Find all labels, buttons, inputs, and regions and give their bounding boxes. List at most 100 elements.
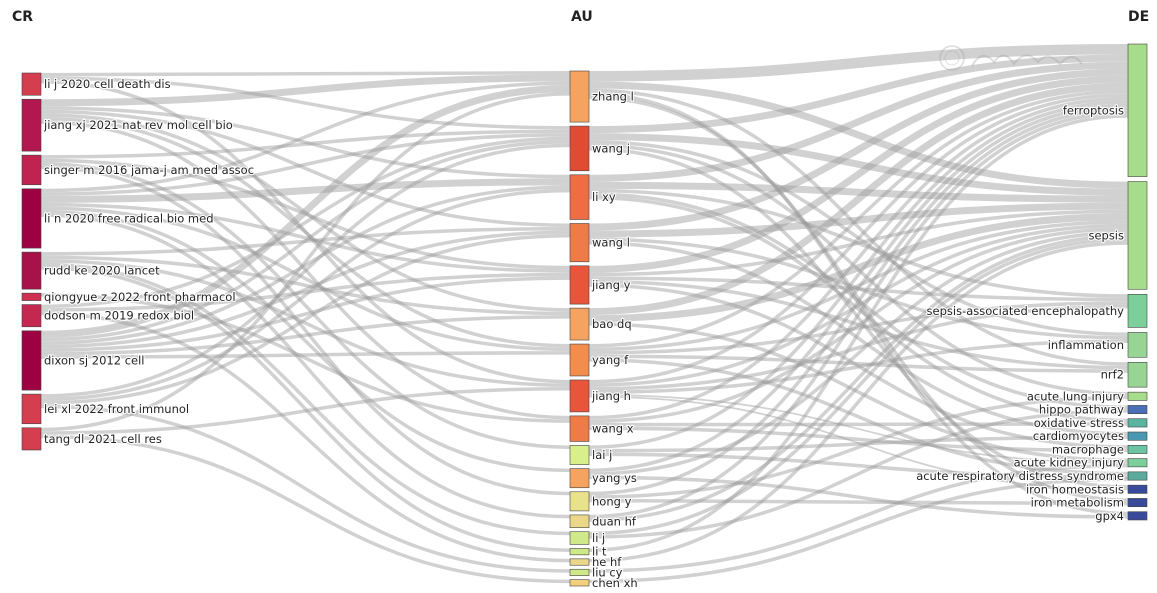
link-li-j-to-sepsis [588, 237, 1129, 536]
nodes-layer [21, 43, 1148, 587]
node-au-yang-f[interactable] [569, 343, 590, 377]
node-cr-li-n-2020-free-radical-bio-med[interactable] [21, 188, 42, 249]
flow-links-layer [40, 43, 1129, 584]
node-label-au-yang-ys: yang ys [592, 471, 637, 485]
node-au-hong-y[interactable] [569, 491, 590, 512]
node-label-cr-li-n-2020-free-radical-bio-med: li n 2020 free radical bio med [44, 211, 214, 225]
node-de-gpx4[interactable] [1127, 511, 1148, 521]
node-cr-dodson-m-2019-redox-biol[interactable] [21, 304, 42, 328]
link-li-n-2020-free-radical-bio-med-to-duan-hf [40, 213, 571, 519]
node-label-de-cardiomyocytes: cardiomyocytes [1033, 429, 1124, 443]
link-li-xy-to-hippo-pathway [588, 192, 1129, 409]
link-dodson-m-2019-redox-biol-to-jiang-y [40, 272, 571, 312]
node-label-au-he-hf: he hf [592, 555, 622, 569]
node-cr-jiang-xj-2021-nat-rev-mol-cell-bio[interactable] [21, 98, 42, 152]
link-bao-dq-to-ferroptosis [588, 82, 1129, 316]
node-de-sepsis-associated-encephalopathy[interactable] [1127, 293, 1148, 328]
node-label-de-macrophage: macrophage [1052, 442, 1124, 456]
link-wang-j-to-acute-lung-injury [588, 143, 1129, 396]
node-au-wang-l[interactable] [569, 223, 590, 263]
node-label-de-iron-metabolism: iron metabolism [1031, 496, 1124, 510]
node-au-li-j[interactable] [569, 531, 590, 545]
node-label-cr-dodson-m-2019-redox-biol: dodson m 2019 redox biol [44, 309, 194, 323]
node-label-au-chen-xh: chen xh [592, 576, 638, 590]
node-au-duan-hf[interactable] [569, 514, 590, 528]
link-dixon-sj-2012-cell-to-wang-j [40, 140, 571, 342]
node-au-yang-ys[interactable] [569, 468, 590, 489]
node-au-he-hf[interactable] [569, 558, 590, 566]
node-label-cr-qiongyue-z-2022-front-pharmacol: qiongyue z 2022 front pharmacol [44, 290, 236, 304]
node-label-au-wang-j: wang j [592, 141, 630, 155]
link-dixon-sj-2012-cell-to-zhang-l [40, 85, 571, 338]
link-lei-xl-2022-front-immunol-to-liu-cy [40, 404, 571, 573]
node-label-au-liu-cy: liu cy [592, 565, 623, 579]
link-dixon-sj-2012-cell-to-yang-f [40, 351, 571, 359]
link-dodson-m-2019-redox-biol-to-he-hf [40, 311, 571, 563]
link-rudd-ke-2020-lancet-to-wang-l [40, 226, 571, 256]
link-jiang-xj-2021-nat-rev-mol-cell-bio-to-li-xy [40, 106, 571, 179]
node-de-inflammation[interactable] [1127, 332, 1148, 358]
node-au-jiang-y[interactable] [569, 265, 590, 305]
link-wang-l-to-cardiomyocytes [588, 241, 1129, 436]
node-au-chen-xh[interactable] [569, 579, 590, 587]
node-cr-qiongyue-z-2022-front-pharmacol[interactable] [21, 292, 42, 301]
node-de-acute-kidney-injury[interactable] [1127, 458, 1148, 468]
node-de-cardiomyocytes[interactable] [1127, 431, 1148, 441]
link-dixon-sj-2012-cell-to-li-xy [40, 185, 571, 345]
link-jiang-y-to-sepsis-associated-encephalopathy [588, 276, 1129, 302]
link-lai-j-to-cardiomyocytes [588, 435, 1129, 453]
node-de-hippo-pathway[interactable] [1127, 405, 1148, 415]
node-au-li-xy[interactable] [569, 174, 590, 220]
node-de-oxidative-stress[interactable] [1127, 418, 1148, 428]
node-label-au-li-j: li j [592, 531, 605, 545]
node-label-de-sepsis: sepsis [1088, 228, 1124, 242]
node-label-de-oxidative-stress: oxidative stress [1034, 416, 1124, 430]
link-jiang-xj-2021-nat-rev-mol-cell-bio-to-wang-x [40, 120, 571, 420]
node-label-de-iron-homeostasis: iron homeostasis [1026, 482, 1124, 496]
node-de-iron-homeostasis[interactable] [1127, 484, 1148, 494]
link-lai-j-to-acute-respiratory-distress-syndrome [588, 452, 1129, 479]
node-cr-tang-dl-2021-cell-res[interactable] [21, 427, 42, 451]
node-cr-singer-m-2016-jama-j-am-med-assoc[interactable] [21, 154, 42, 186]
node-label-cr-li-j-2020-cell-death-dis: li j 2020 cell death dis [44, 77, 171, 91]
link-wang-x-to-sepsis [588, 227, 1129, 423]
node-label-de-acute-kidney-injury: acute kidney injury [1014, 456, 1125, 470]
node-de-nrf2[interactable] [1127, 361, 1148, 388]
node-au-zhang-l[interactable] [569, 70, 590, 123]
node-au-wang-j[interactable] [569, 125, 590, 172]
node-label-au-jiang-h: jiang h [591, 389, 631, 403]
node-au-wang-x[interactable] [569, 415, 590, 442]
node-de-macrophage[interactable] [1127, 444, 1148, 454]
node-cr-lei-xl-2022-front-immunol[interactable] [21, 393, 42, 425]
link-jiang-h-to-sepsis [588, 223, 1129, 387]
node-de-ferroptosis[interactable] [1127, 43, 1148, 177]
link-li-j-2020-cell-death-dis-to-jiang-h [40, 80, 571, 384]
link-jiang-h-to-inflammation [588, 339, 1129, 395]
node-cr-rudd-ke-2020-lancet[interactable] [21, 251, 42, 290]
node-au-jiang-h[interactable] [569, 379, 590, 413]
node-au-liu-cy[interactable] [569, 568, 590, 576]
link-duan-hf-to-ferroptosis [588, 110, 1129, 519]
node-label-de-hippo-pathway: hippo pathway [1039, 403, 1124, 417]
link-tang-dl-2021-cell-res-to-zhang-l [40, 92, 571, 432]
node-de-acute-lung-injury[interactable] [1127, 391, 1148, 401]
node-de-sepsis[interactable] [1127, 181, 1148, 290]
link-rudd-ke-2020-lancet-to-jiang-h [40, 259, 571, 387]
link-singer-m-2016-jama-j-am-med-assoc-to-lai-j [40, 162, 571, 449]
node-au-li-t[interactable] [569, 548, 590, 556]
node-cr-dixon-sj-2012-cell[interactable] [21, 330, 42, 391]
link-yang-f-to-sepsis [588, 220, 1129, 352]
node-label-au-li-t: li t [592, 545, 607, 559]
column-titles: CR AU DE [12, 9, 1149, 25]
link-wang-l-to-ferroptosis [588, 68, 1129, 231]
link-chen-xh-to-acute-respiratory-distress-syndrome [588, 477, 1129, 584]
node-de-acute-respiratory-distress-syndrome[interactable] [1127, 471, 1148, 481]
node-au-bao-dq[interactable] [569, 307, 590, 341]
node-label-de-nrf2: nrf2 [1101, 368, 1124, 382]
node-cr-li-j-2020-cell-death-dis[interactable] [21, 72, 42, 96]
node-de-iron-metabolism[interactable] [1127, 498, 1148, 508]
node-au-lai-j[interactable] [569, 445, 590, 465]
link-li-xy-to-sepsis [588, 181, 1129, 203]
link-dixon-sj-2012-cell-to-wang-l [40, 230, 571, 349]
